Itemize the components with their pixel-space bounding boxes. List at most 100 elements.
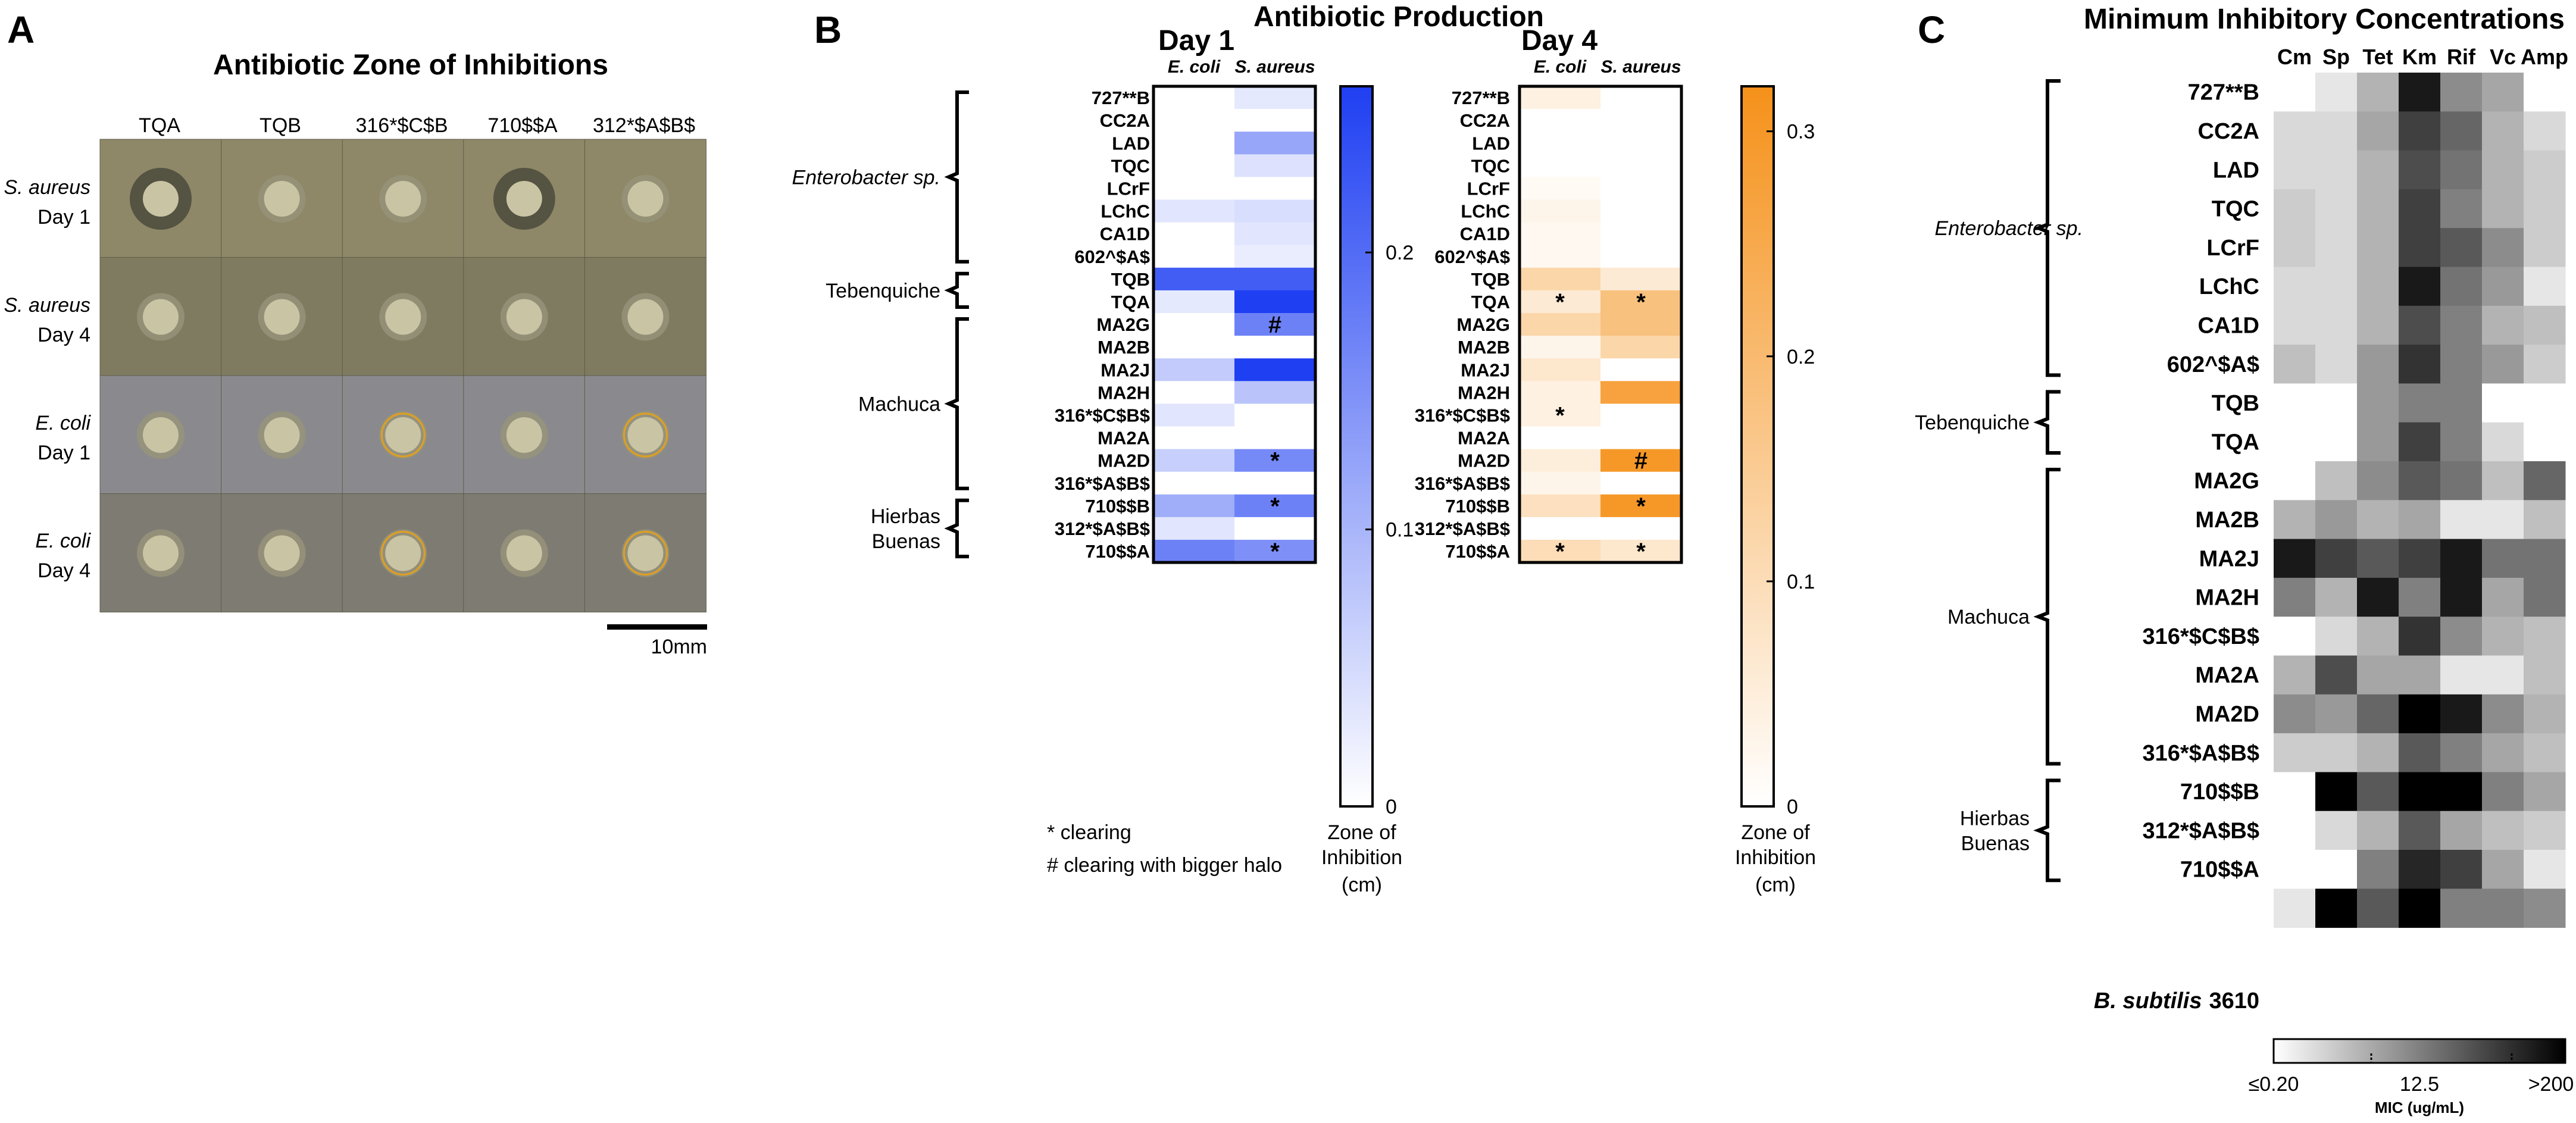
row-label-day4: 316*$A$B$ [1415,473,1510,494]
row-label-day4: MA2A [1458,428,1510,449]
mic-cell [2440,772,2483,812]
heatmap-cell [1600,86,1681,110]
mic-cell [2524,345,2566,384]
heatmap-cell [1600,494,1681,518]
annotation-mark: * [1270,448,1280,474]
mic-cell [2274,189,2316,229]
row-label-day4: 602^$A$ [1434,246,1510,267]
heatmap-cell [1520,313,1600,336]
mic-cell [2315,422,2358,462]
mic-cell [2482,539,2524,578]
mic-row-label: LAD [2213,158,2259,183]
mic-row-label: LCrF [2206,236,2259,261]
heatmap-cell [1153,403,1234,427]
heatmap-cell [1520,86,1600,110]
mic-cell [2482,617,2524,656]
mic-cell [2399,655,2441,695]
mic-group-label: Enterobacter sp. [1935,217,2083,240]
group-label: Tebenquiche [826,280,940,302]
heatmap-cell [1153,313,1234,336]
heatmap-cell [1153,358,1234,381]
plate-photo [463,139,586,258]
row-label-day4: MA2D [1458,451,1510,471]
mic-cell [2440,617,2483,656]
plate-photo [342,493,464,612]
mic-cell [2482,383,2524,423]
group-bracket [944,498,969,559]
annotation-mark: * [1555,289,1565,315]
heatmap-cell [1520,381,1600,404]
halo-ring [380,531,426,575]
row-label-day4: TQA [1471,292,1510,312]
mic-cell [2440,655,2483,695]
plate-photo [99,139,222,258]
heatmap-cell [1153,132,1234,155]
plate-photo [463,493,586,612]
heatmap-cell [1520,177,1600,200]
mic-column-label: Sp [2322,45,2350,69]
heatmap-cell [1520,199,1600,223]
heatmap-cell [1520,426,1600,450]
mic-cell [2315,539,2358,578]
heatmap-column-label: S. aureus [1600,57,1681,77]
plate-photo [584,375,706,495]
colorbar-mic-gradient [2272,1038,2566,1064]
mic-cell [2357,305,2399,345]
row-label-day4: CA1D [1460,224,1510,245]
mic-cell [2315,733,2358,772]
reference-strain-id: 3610 [2209,989,2259,1013]
colorbar-mic: ≤0.20 12.5 >200 MIC (ug/mL) [2249,1038,2574,1116]
mic-row-label: TQC [2212,197,2259,222]
mic-row-label: 312*$A$B$ [2143,818,2259,843]
heatmap-cell [1520,132,1600,155]
plate-photo [584,257,706,376]
mic-cell [2482,577,2524,617]
colony [385,181,421,217]
heatmap-cell [1153,449,1234,473]
heatmap-cell [1520,494,1600,518]
mic-cell [2399,267,2441,306]
row-label-day1: 710$$B [1085,496,1150,517]
mic-cell [2482,694,2524,734]
colorbar-day4: 0 0.1 0.2 0.3 [1740,85,1815,818]
colony [143,535,179,571]
heatmap-cell [1234,199,1315,223]
colorbar-tick-label: 0 [1787,796,1798,818]
colony [385,535,421,571]
heatmap-cell [1234,381,1315,404]
mic-cell [2315,305,2358,345]
plate-photo [221,493,343,612]
mic-cell [2315,889,2358,928]
plate-photo [221,139,343,258]
row-label-day4: MA2B [1458,337,1510,358]
reference-strain-species: B. subtilis [2094,989,2202,1013]
mic-cell [2274,733,2316,772]
plate-photo [584,493,706,612]
mic-cell [2399,811,2441,850]
heatmap-cell [1520,109,1600,132]
mic-cell [2399,539,2441,578]
mic-group-bracket [2033,390,2061,455]
plate-photo [221,375,343,495]
mic-cell [2399,111,2441,151]
mic-cell [2482,73,2524,112]
heatmap-cell [1600,449,1681,473]
annotation-mark: * [1636,493,1646,520]
mic-cell [2274,150,2316,190]
heatmap-cell [1600,403,1681,427]
colony [264,299,300,335]
mic-cell [2357,111,2399,151]
scale-bar-label: 10mm [651,636,707,658]
heatmap-cell [1600,381,1681,404]
plate-photo [342,257,464,376]
plate-photo [99,375,222,495]
mic-cell [2440,733,2483,772]
heatmap-cell [1520,290,1600,314]
heatmap-cell [1600,109,1681,132]
panel-a-letter: A [7,8,35,51]
mic-cell [2440,267,2483,306]
mic-group-label: Machuca [1947,606,2030,628]
group-bracket [944,317,969,490]
colorbar-gradient [1740,85,1775,808]
